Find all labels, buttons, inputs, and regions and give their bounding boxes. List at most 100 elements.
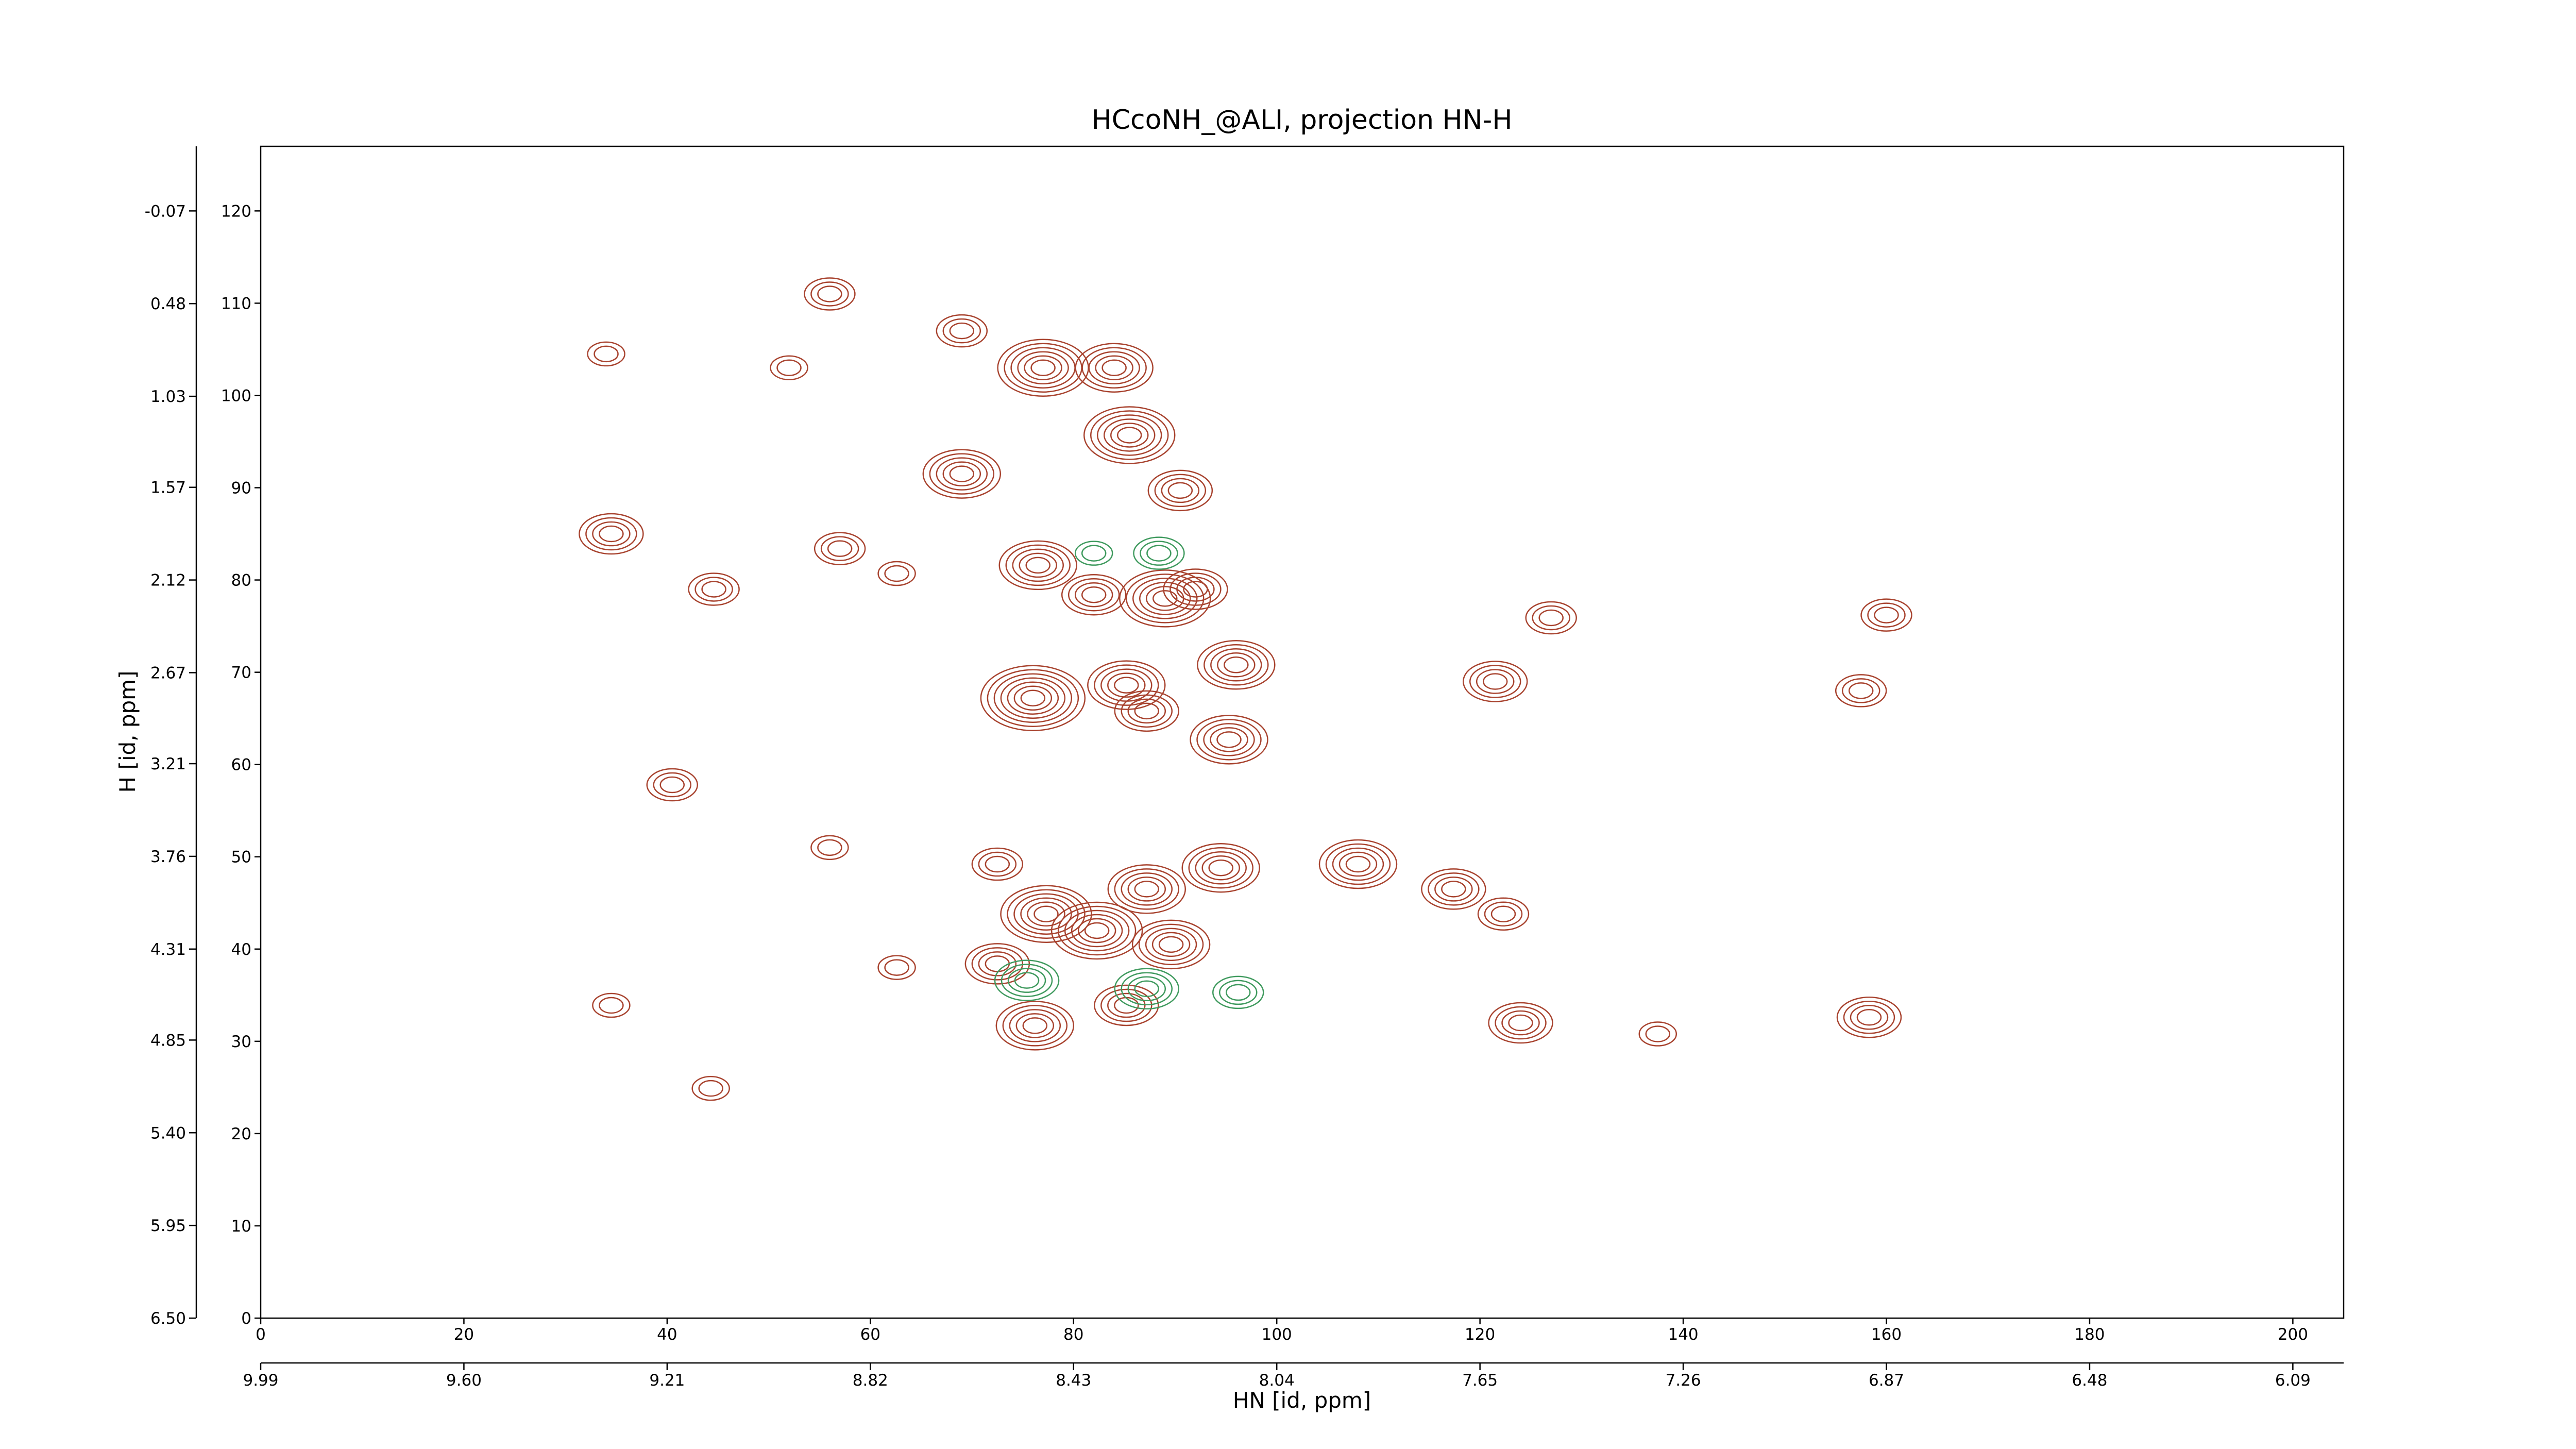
contour-ring — [936, 314, 988, 348]
contour-ring — [1201, 855, 1240, 881]
contour-ring — [980, 665, 1086, 731]
contour-ring — [1538, 609, 1564, 627]
contour-ring — [949, 322, 975, 340]
contour-ring — [1007, 968, 1046, 993]
y2-tick-label: 5.40 — [150, 1124, 186, 1142]
contour-ring — [1134, 881, 1160, 898]
contour-ring — [1094, 664, 1159, 706]
contour-ring — [1176, 577, 1215, 602]
x2-tick-label: 6.87 — [1869, 1371, 1904, 1390]
y-tick-label: 0 — [241, 1309, 251, 1328]
contour-ring — [1119, 569, 1211, 628]
contour-ring — [1012, 548, 1064, 582]
contour-ring — [987, 669, 1079, 727]
contour-ring — [1462, 661, 1528, 702]
y2-tick-label: 1.03 — [150, 387, 186, 406]
contour-ring — [1318, 839, 1398, 889]
contour-ring — [1138, 923, 1204, 966]
contour-ring — [1000, 885, 1092, 943]
contour-ring — [1022, 1017, 1048, 1034]
contour-ring — [1421, 868, 1486, 910]
contour-ring — [1074, 541, 1113, 566]
contour-ring — [1338, 851, 1378, 877]
y-tick-label: 20 — [231, 1125, 251, 1143]
contour-ring — [1482, 673, 1508, 690]
x-tick-label: 140 — [1668, 1325, 1698, 1344]
contour-ring — [579, 513, 644, 555]
contour-ring — [1027, 901, 1065, 926]
contour-ring — [1081, 545, 1107, 562]
contour-ring — [1469, 665, 1521, 698]
y2-tick-label: 2.12 — [150, 571, 186, 590]
y2-tick-label: 3.76 — [150, 848, 186, 866]
contour-ring — [1121, 872, 1173, 906]
contour-ring — [985, 855, 1010, 873]
contour-ring — [694, 577, 733, 602]
contour-ring — [1477, 897, 1530, 931]
contour-ring — [1064, 909, 1130, 952]
contour-ring — [1145, 928, 1197, 962]
y2-tick-label: 0.48 — [150, 295, 186, 313]
contour-ring — [1188, 847, 1253, 889]
contour-ring — [1015, 1013, 1055, 1038]
contour-ring — [1009, 1009, 1061, 1042]
contour-ring — [1843, 1001, 1895, 1034]
contour-ring — [1061, 574, 1127, 616]
contour-ring — [1501, 1010, 1540, 1036]
contour-ring — [1151, 932, 1191, 957]
x-tick-label: 60 — [860, 1325, 880, 1344]
contour-ring — [1077, 918, 1116, 943]
x2-tick-label: 7.26 — [1666, 1371, 1701, 1390]
contour-ring — [1154, 474, 1207, 508]
contour-ring — [995, 1001, 1075, 1051]
contour-ring — [1133, 536, 1185, 570]
contour-ring — [1874, 606, 1899, 624]
contour-ring — [1087, 660, 1166, 710]
contour-ring — [1127, 976, 1166, 1002]
contour-ring — [1208, 859, 1233, 877]
contour-ring — [1050, 901, 1143, 960]
contour-ring — [993, 673, 1073, 723]
contour-ring — [1001, 964, 1053, 997]
contour-ring — [998, 540, 1077, 591]
contour-ring — [1224, 656, 1249, 673]
contour-ring — [1835, 674, 1887, 707]
y-tick-label: 30 — [231, 1033, 251, 1051]
y2-tick-label: -0.07 — [145, 202, 186, 221]
contour-ring — [1090, 410, 1169, 460]
contour-ring — [1158, 936, 1184, 953]
contour-ring — [1132, 578, 1198, 619]
y-tick-label: 60 — [231, 756, 251, 774]
contour-ring — [691, 1075, 730, 1101]
contour-ring — [1107, 672, 1146, 698]
contour-ring — [1084, 922, 1110, 939]
contour-ring — [1856, 1009, 1882, 1026]
contour-ring — [1075, 343, 1154, 393]
contour-ring — [1081, 586, 1107, 603]
contour-ring — [688, 572, 740, 606]
contour-ring — [1017, 351, 1069, 384]
y-axis-label: H [id, ppm] — [115, 671, 140, 793]
y2-tick-label: 2.67 — [150, 664, 186, 682]
contour-ring — [1488, 1002, 1553, 1044]
contour-ring — [804, 277, 856, 311]
contour-ring — [1203, 723, 1255, 756]
contour-ring — [1114, 868, 1180, 910]
x2-tick-label: 6.09 — [2275, 1371, 2311, 1390]
y-tick-label: 90 — [231, 479, 251, 498]
y2-tick-label: 3.21 — [150, 755, 186, 773]
contour-ring — [1134, 702, 1160, 720]
contour-ring — [1107, 992, 1146, 1018]
contour-ring — [1190, 715, 1268, 765]
contour-ring — [1345, 855, 1371, 873]
x-tick-label: 120 — [1465, 1325, 1495, 1344]
contour-ring — [1114, 968, 1180, 1010]
contour-ring — [1101, 359, 1127, 376]
y-tick-label: 120 — [221, 202, 251, 221]
contour-ring — [1860, 598, 1912, 632]
contour-ring — [1096, 414, 1162, 456]
contour-ring — [1181, 843, 1260, 893]
contour-ring — [1095, 355, 1133, 380]
